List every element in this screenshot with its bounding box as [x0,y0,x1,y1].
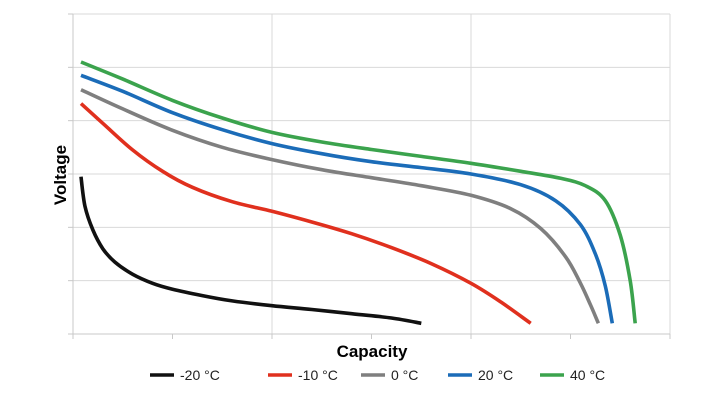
legend-label-3: 20 °C [478,367,513,383]
x-axis-title: Capacity [337,342,408,361]
gridlines [73,13,671,334]
y-axis-title: Voltage [51,145,70,205]
series-lines [79,60,637,326]
series-line-3 [80,73,615,324]
legend-label-1: -10 °C [298,367,338,383]
series-line-4 [80,60,637,324]
axes [68,13,671,339]
legend: -20 °C -10 °C 0 °C 20 °C 40 °C [150,367,605,383]
series-line-1 [79,102,532,325]
series-line-0 [79,176,422,326]
series-line-2 [80,88,601,325]
legend-label-4: 40 °C [570,367,605,383]
legend-label-2: 0 °C [391,367,418,383]
legend-label-0: -20 °C [180,367,220,383]
